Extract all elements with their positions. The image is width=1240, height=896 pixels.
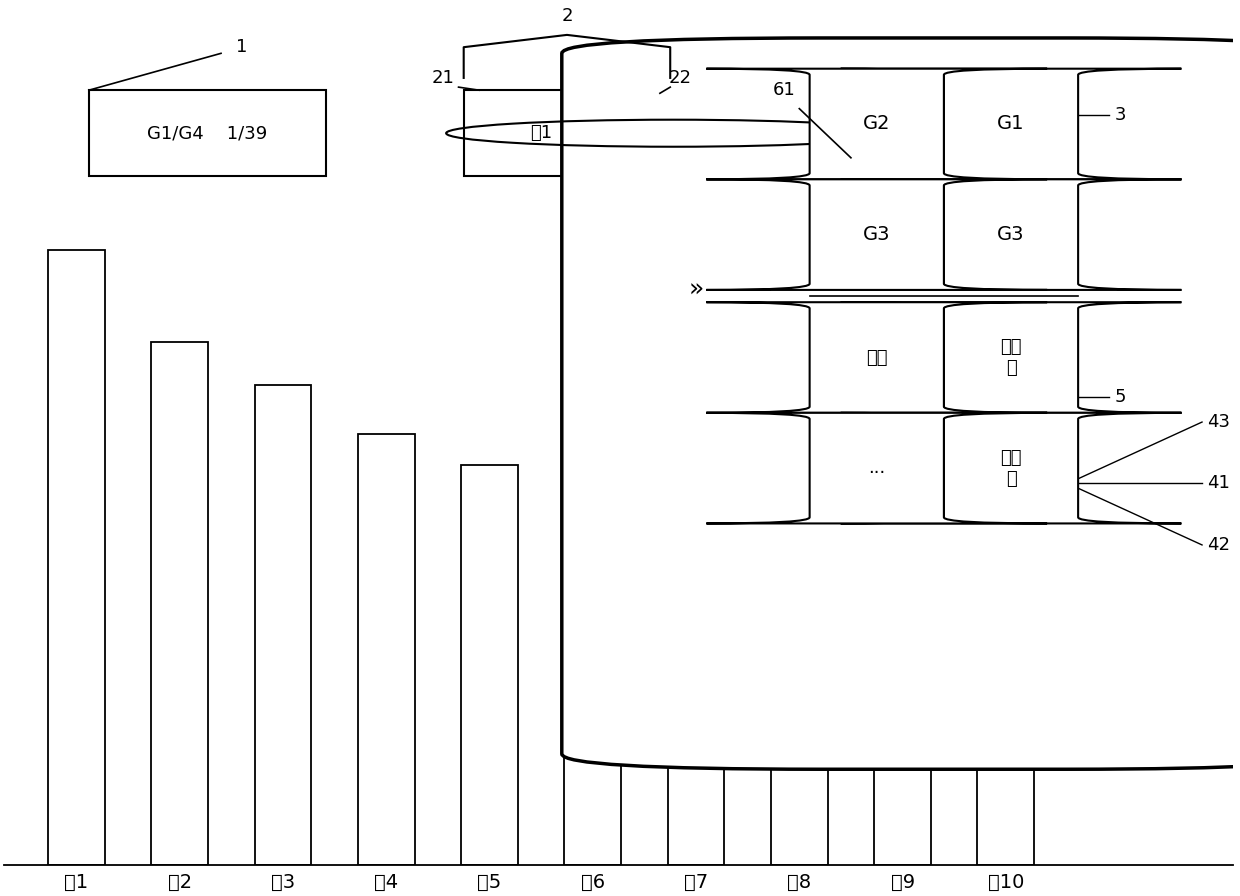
Bar bbox=[461, 465, 518, 865]
Text: 61: 61 bbox=[773, 82, 795, 99]
Text: 41: 41 bbox=[1208, 475, 1230, 493]
Text: 2: 2 bbox=[562, 7, 573, 25]
Text: 43: 43 bbox=[1208, 413, 1230, 431]
Text: 21: 21 bbox=[432, 69, 455, 87]
Bar bbox=[667, 545, 724, 865]
FancyBboxPatch shape bbox=[89, 90, 326, 177]
FancyBboxPatch shape bbox=[464, 90, 650, 177]
Bar bbox=[151, 342, 208, 865]
Text: 5: 5 bbox=[1115, 389, 1126, 407]
FancyBboxPatch shape bbox=[707, 413, 1047, 523]
Text: ...: ... bbox=[868, 459, 885, 478]
Bar bbox=[254, 385, 311, 865]
FancyBboxPatch shape bbox=[841, 302, 1182, 413]
Text: G3: G3 bbox=[997, 225, 1024, 244]
FancyBboxPatch shape bbox=[841, 69, 1182, 179]
FancyBboxPatch shape bbox=[707, 179, 1047, 290]
Text: 柱1: 柱1 bbox=[529, 125, 552, 142]
Text: »: » bbox=[688, 278, 703, 302]
Bar bbox=[564, 495, 621, 865]
Text: 点线
图: 点线 图 bbox=[1001, 449, 1022, 487]
Text: 22: 22 bbox=[670, 69, 692, 87]
Text: G2: G2 bbox=[863, 115, 890, 134]
Bar bbox=[48, 250, 105, 865]
Text: 1: 1 bbox=[236, 39, 247, 56]
Bar bbox=[771, 607, 828, 865]
FancyBboxPatch shape bbox=[841, 179, 1182, 290]
FancyBboxPatch shape bbox=[707, 302, 1047, 413]
Text: 典型
值: 典型 值 bbox=[1001, 338, 1022, 377]
Bar bbox=[874, 693, 931, 865]
Text: G3: G3 bbox=[863, 225, 890, 244]
Text: G1: G1 bbox=[997, 115, 1024, 134]
FancyBboxPatch shape bbox=[562, 38, 1240, 770]
Text: G1/G4    1/39: G1/G4 1/39 bbox=[148, 125, 268, 142]
FancyBboxPatch shape bbox=[841, 413, 1182, 523]
Bar bbox=[977, 729, 1034, 865]
Text: 42: 42 bbox=[1208, 536, 1230, 554]
Bar bbox=[358, 435, 414, 865]
Text: 3: 3 bbox=[1115, 106, 1126, 124]
FancyBboxPatch shape bbox=[707, 69, 1047, 179]
Text: 倒序: 倒序 bbox=[866, 349, 888, 366]
